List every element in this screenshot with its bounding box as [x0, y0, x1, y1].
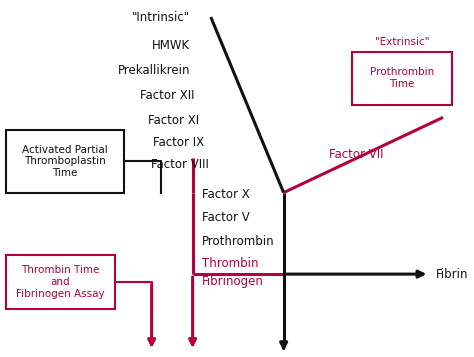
Text: Activated Partial
Thromboplastin
Time: Activated Partial Thromboplastin Time [22, 145, 108, 178]
Text: "Intrinsic": "Intrinsic" [132, 11, 191, 24]
FancyBboxPatch shape [6, 255, 115, 308]
Text: Factor XI: Factor XI [148, 114, 200, 127]
Text: Thrombin: Thrombin [202, 257, 258, 270]
Text: Prekallikrein: Prekallikrein [118, 64, 191, 77]
Text: Factor VII: Factor VII [329, 149, 383, 161]
Text: Prothrombin
Time: Prothrombin Time [370, 67, 434, 89]
Text: Factor VIII: Factor VIII [151, 158, 209, 171]
Text: Fibrinogen: Fibrinogen [202, 276, 264, 288]
Text: Factor IX: Factor IX [153, 136, 204, 149]
Text: Thrombin Time
and
Fibrinogen Assay: Thrombin Time and Fibrinogen Assay [16, 265, 105, 298]
FancyBboxPatch shape [352, 51, 452, 105]
Text: HMWK: HMWK [152, 39, 191, 52]
Text: Factor V: Factor V [202, 211, 249, 224]
Text: Factor X: Factor X [202, 188, 249, 201]
Text: Fibrin: Fibrin [436, 268, 469, 281]
Text: Factor XII: Factor XII [140, 89, 195, 102]
Text: Prothrombin: Prothrombin [202, 235, 274, 248]
Text: "Extrinsic": "Extrinsic" [375, 37, 429, 47]
FancyBboxPatch shape [6, 130, 124, 193]
